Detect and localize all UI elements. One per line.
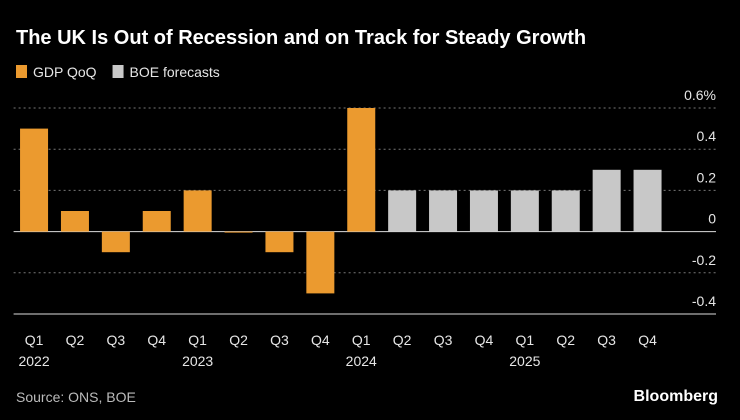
x-year-label: 2025 (509, 353, 540, 369)
chart-title: The UK Is Out of Recession and on Track … (16, 27, 586, 49)
x-tick-label: Q2 (229, 332, 248, 348)
x-tick-label: Q1 (188, 332, 207, 348)
x-tick-label: Q2 (393, 332, 412, 348)
x-tick-label: Q4 (475, 332, 494, 348)
legend-label: BOE forecasts (130, 64, 220, 80)
bar (142, 211, 171, 232)
x-tick-label: Q3 (597, 332, 616, 348)
bar (347, 108, 376, 232)
x-tick-label: Q2 (66, 332, 85, 348)
bar (633, 169, 662, 232)
x-tick-label: Q3 (434, 332, 453, 348)
x-tick-label: Q4 (147, 332, 166, 348)
brand: Bloomberg (634, 388, 718, 405)
bar (592, 169, 621, 232)
legend-swatch (112, 65, 124, 78)
bar (551, 190, 580, 232)
x-tick-label: Q1 (516, 332, 535, 348)
bar (224, 231, 253, 233)
x-tick-label: Q3 (107, 332, 126, 348)
y-tick-label: 0.2 (697, 169, 717, 185)
x-tick-label: Q2 (556, 332, 575, 348)
x-year-label: 2024 (346, 353, 377, 369)
bar (429, 190, 458, 232)
bar (183, 190, 212, 232)
y-tick-label: 0 (708, 211, 716, 227)
x-tick-label: Q4 (311, 332, 330, 348)
x-year-label: 2023 (182, 353, 213, 369)
x-tick-label: Q4 (638, 332, 657, 348)
bar (265, 231, 294, 253)
y-tick-label: -0.2 (692, 252, 716, 268)
x-tick-label: Q1 (352, 332, 371, 348)
bar (469, 190, 498, 232)
y-tick-label: 0.6% (684, 87, 716, 103)
bar (388, 190, 417, 232)
bar (510, 190, 539, 232)
legend-swatch (16, 65, 27, 78)
source: Source: ONS, BOE (16, 389, 136, 405)
y-tick-label: -0.4 (692, 293, 716, 309)
bar (306, 231, 335, 294)
legend-label: GDP QoQ (33, 64, 97, 80)
bar (101, 231, 130, 253)
x-tick-label: Q1 (25, 332, 44, 348)
bar (20, 128, 49, 232)
x-tick-label: Q3 (270, 332, 289, 348)
y-tick-label: 0.4 (697, 128, 717, 144)
x-year-label: 2022 (18, 353, 49, 369)
bar (60, 211, 89, 232)
